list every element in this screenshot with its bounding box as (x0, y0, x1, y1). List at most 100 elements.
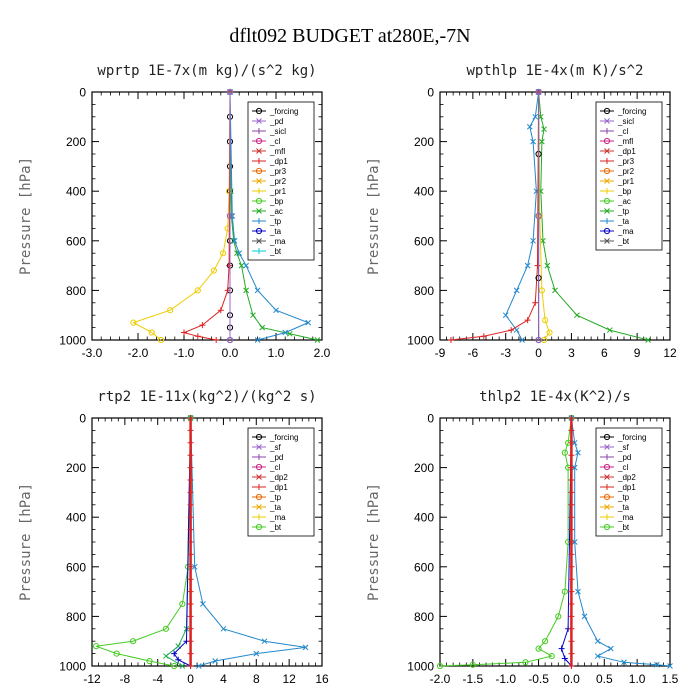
legend-marker (604, 128, 610, 134)
legend-marker (604, 158, 610, 164)
series_forcing (187, 415, 194, 669)
y-tick-label: 200 (66, 135, 86, 149)
legend-marker (255, 463, 263, 471)
legend-marker (256, 454, 262, 460)
legend-label: _pr3 (617, 157, 635, 166)
legend-label: _bt (269, 523, 282, 532)
legend-marker (604, 208, 610, 214)
data-point (314, 337, 321, 343)
data-point (447, 337, 454, 343)
data-point (568, 526, 575, 533)
x-tick-label: -2.0 (430, 672, 451, 686)
data-point (220, 625, 227, 632)
chart-panel-2: wpthlp 1E-4x(m K)/s^2 Pressure [hPa] -9 -6 -… (366, 63, 677, 360)
legend-label: _ma (269, 237, 286, 246)
data-point (568, 427, 575, 434)
data-point (261, 638, 268, 645)
legend-marker (255, 167, 263, 175)
data-point (162, 625, 170, 632)
data-point (179, 663, 186, 669)
legend-marker (256, 504, 262, 510)
chart-panel-1: wprtp 1E-7x(m kg)/(s^2 kg) Pressure [hPa]… (18, 63, 331, 360)
legend-label: _tp (269, 217, 282, 226)
y-tick-label: 200 (66, 461, 86, 475)
data-point (535, 645, 542, 652)
data-point (226, 262, 233, 269)
data-point (187, 439, 194, 446)
legend-label: _pd (269, 453, 283, 462)
x-tick-label: -1.5 (463, 672, 484, 686)
data-point (542, 638, 549, 645)
data-point (187, 501, 194, 508)
x-tick-label: 4 (220, 672, 227, 686)
data-point (568, 439, 575, 446)
data-point (187, 663, 194, 669)
data-point (594, 653, 601, 659)
legend-marker (256, 148, 262, 154)
legend-marker (256, 444, 262, 450)
legend-label: _pr1 (269, 187, 287, 196)
data-point (187, 638, 194, 645)
legend-marker (604, 444, 610, 450)
data-point (571, 539, 578, 545)
legend-label: _cl (617, 127, 628, 136)
data-point (226, 88, 234, 96)
data-point (163, 653, 169, 659)
data-point (187, 650, 194, 657)
series_tp (187, 415, 309, 669)
y-tick-label: 800 (66, 284, 86, 298)
y-axis-label: Pressure [hPa] (18, 483, 34, 601)
legend-label: _dp1 (617, 147, 636, 156)
series_bt (226, 88, 234, 344)
series-line (538, 91, 551, 341)
data-point (568, 477, 575, 483)
data-point (181, 329, 187, 336)
data-point (282, 329, 289, 336)
legend-label: _pd (269, 117, 283, 126)
series-line (450, 91, 540, 341)
legend-label: _dp1 (617, 483, 636, 492)
data-point (93, 643, 100, 650)
y-tick-label: 800 (414, 610, 434, 624)
legend-marker (604, 218, 610, 224)
y-tick-label: 600 (414, 560, 434, 574)
chart-panel-3: rtp2 1E-11x(kg^2)/(kg^2 s) Pressure [hPa]… (18, 389, 329, 686)
legend-marker (604, 148, 610, 154)
legend-label: _mfl (617, 137, 633, 146)
y-axis-label: Pressure [hPa] (18, 157, 34, 275)
x-tick-label: 9 (634, 346, 641, 360)
data-point (254, 337, 261, 343)
legend: _forcing_sf_pd_cl_dp2_dp1_tp_ta_ma_bt (247, 427, 315, 537)
legend-label: _bt (269, 247, 282, 256)
data-point (561, 655, 568, 662)
series-line (132, 91, 231, 341)
data-point (187, 427, 194, 434)
legend-label: _sicl (269, 127, 286, 136)
legend-label: _pr2 (269, 177, 287, 186)
legend-marker (603, 197, 611, 205)
data-point (552, 287, 558, 294)
legend-marker (604, 178, 610, 184)
data-point (513, 287, 520, 294)
data-point (217, 307, 224, 314)
legend-marker (256, 248, 262, 254)
data-point (568, 489, 575, 496)
data-point (187, 588, 194, 595)
data-point (480, 333, 487, 340)
legend-marker (256, 178, 262, 184)
data-point (210, 267, 217, 274)
data-point (148, 329, 155, 336)
data-point (250, 312, 256, 319)
data-point (575, 588, 581, 595)
legend-label: _forcing (269, 433, 298, 442)
legend-label: _ma (617, 227, 634, 236)
y-tick-label: 800 (414, 284, 434, 298)
y-tick-label: 400 (414, 511, 434, 525)
data-point (243, 287, 249, 294)
y-tick-label: 600 (66, 234, 86, 248)
series-line (229, 91, 310, 341)
data-point (571, 464, 578, 471)
data-point (654, 661, 660, 668)
y-tick-label: 1000 (59, 660, 86, 674)
